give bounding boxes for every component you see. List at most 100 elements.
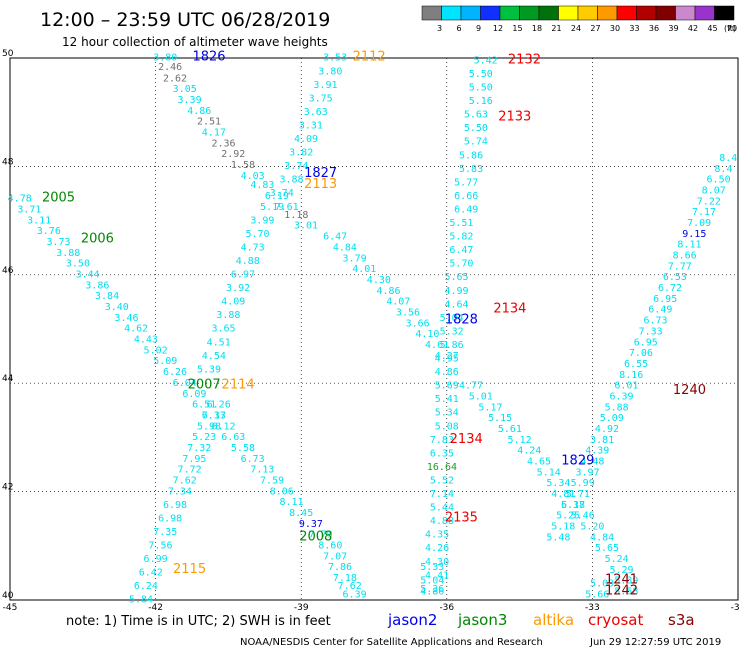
swh-value: 6.24 — [134, 581, 158, 592]
swh-value: 4.78 — [8, 194, 32, 205]
swh-value: 4.27 — [435, 351, 459, 362]
swh-value: 7.35 — [153, 527, 177, 538]
swh-value: 4.95 — [435, 354, 459, 365]
swh-value: 5.02 — [144, 345, 168, 356]
swh-value: 5.15 — [488, 413, 512, 424]
swh-value: 5.29 — [609, 565, 633, 576]
legend-swatch — [636, 5, 657, 21]
swh-value: 2.36 — [211, 138, 235, 149]
swh-value: 4.61 — [425, 340, 449, 351]
swh-value: 7.62 — [173, 475, 197, 486]
swh-value: 6.73 — [643, 316, 667, 327]
swh-value: 4.86 — [187, 106, 211, 117]
swh-value: 2.92 — [221, 149, 245, 160]
track-label: 1240 — [673, 383, 706, 398]
legend-unit: (ft) — [724, 24, 736, 33]
swh-value: 1.18 — [284, 210, 308, 221]
swh-value: 4.01 — [352, 264, 376, 275]
x-tick-label: -45 — [3, 603, 18, 613]
swh-value: 6.35 — [430, 448, 454, 459]
chart-title: 12:00 – 23:59 UTC 06/28/2019 — [40, 9, 330, 31]
swh-value: 3.71 — [17, 204, 41, 215]
swh-value: 5.25 — [556, 511, 580, 522]
swh-value: 6.39 — [343, 589, 367, 600]
swh-value: 5.17 — [478, 402, 502, 413]
chart-subtitle: 12 hour collection of altimeter wave hei… — [62, 35, 328, 49]
swh-value: 6.51 — [192, 400, 216, 411]
swh-value: 7.32 — [187, 443, 211, 454]
legend-label: 36 — [649, 24, 659, 33]
swh-value: 5.69 — [435, 381, 459, 392]
swh-value: 3.84 — [95, 291, 119, 302]
swh-value: 4.35 — [425, 530, 449, 541]
swh-value: 3.05 — [173, 84, 197, 95]
track-label: 1827 — [304, 166, 337, 181]
swh-value: 6.98 — [163, 500, 187, 511]
track-label: 1829 — [561, 454, 594, 469]
satellite-name: altika — [533, 611, 574, 629]
swh-value: 5.36 — [420, 584, 444, 595]
swh-value: 3.66 — [406, 318, 430, 329]
swh-value: 8.4 — [719, 153, 737, 164]
swh-value: 3.40 — [105, 302, 129, 313]
swh-value: 5.08 — [435, 421, 459, 432]
swh-value: 3.91 — [313, 80, 337, 91]
swh-value: 3.97 — [575, 467, 599, 478]
swh-value: 5.65 — [595, 543, 619, 554]
swh-value: 5.16 — [469, 96, 493, 107]
track-label: 2008 — [299, 529, 332, 544]
swh-value: 5.09 — [600, 413, 624, 424]
legend-swatch — [499, 5, 520, 21]
axis-ticks: -45 -42 -39 -36 -33 -30 40 42 44 46 48 50 — [2, 49, 740, 613]
track-label: 1826 — [192, 50, 225, 65]
track-label: 1241 — [605, 573, 638, 588]
swh-value: 4.81 — [551, 489, 575, 500]
swh-value: 8.45 — [289, 508, 313, 519]
swh-value: 8.4 — [714, 164, 732, 175]
swh-value: 3.65 — [211, 324, 235, 335]
swh-value: 7.56 — [148, 541, 172, 552]
swh-value: 5.09 — [590, 578, 614, 589]
swh-value: 6.09 — [182, 389, 206, 400]
swh-value: 3.76 — [37, 226, 61, 237]
swh-value: 3.53 — [323, 53, 347, 64]
legend-swatch — [655, 5, 676, 21]
swh-value: 4.10 — [415, 329, 439, 340]
swh-value: 7.72 — [178, 465, 202, 476]
swh-value: 7.83 — [430, 435, 454, 446]
swh-value: 5.32 — [440, 326, 464, 337]
swh-value: 3.74 — [270, 188, 294, 199]
swh-value: 3.86 — [85, 280, 109, 291]
swh-value: 5.12 — [508, 435, 532, 446]
legend-label: 9 — [476, 24, 481, 33]
swh-value: 4.83 — [250, 180, 274, 191]
swh-value: 8.11 — [279, 497, 303, 508]
swh-value: 6.04 — [173, 378, 197, 389]
swh-value: 3.80 — [153, 53, 177, 64]
swh-value: 3.50 — [66, 259, 90, 270]
swh-value: 4.84 — [333, 242, 357, 253]
swh-value: 6.63 — [221, 432, 245, 443]
legend-swatch — [558, 5, 579, 21]
swh-value: 5.99 — [571, 478, 595, 489]
swh-value: 6.01 — [614, 381, 638, 392]
swh-value: 7.33 — [202, 410, 226, 421]
swh-value: 2.51 — [197, 117, 221, 128]
swh-value: 7.61 — [275, 202, 299, 213]
swh-value: 6.17 — [202, 410, 226, 421]
grid — [9, 57, 739, 601]
swh-value: 6.95 — [634, 337, 658, 348]
legend-swatch — [538, 5, 559, 21]
swh-value: 7.59 — [260, 475, 284, 486]
swh-value: 7.18 — [333, 573, 357, 584]
swh-value: 6.18 — [561, 500, 585, 511]
satellite-name: s3a — [668, 611, 695, 629]
swh-value: 4.86 — [377, 286, 401, 297]
swh-value: 5.86 — [459, 150, 483, 161]
swh-value: 4.86 — [420, 587, 444, 598]
swh-value: 5.19 — [260, 202, 284, 213]
swh-value: 6.12 — [211, 421, 235, 432]
swh-value: 3.88 — [216, 310, 240, 321]
swh-value: 6.53 — [663, 272, 687, 283]
swh-value: 5.37 — [561, 500, 585, 511]
